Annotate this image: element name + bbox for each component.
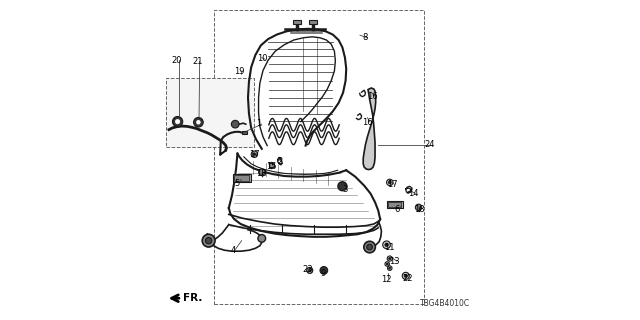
Circle shape	[173, 116, 183, 127]
Circle shape	[404, 274, 407, 277]
Text: 22: 22	[403, 274, 413, 283]
Text: 17: 17	[387, 180, 397, 189]
Circle shape	[388, 257, 391, 260]
Circle shape	[385, 243, 388, 246]
Text: 15: 15	[266, 162, 276, 171]
Circle shape	[387, 179, 393, 186]
Circle shape	[205, 237, 212, 244]
Circle shape	[232, 120, 239, 128]
Circle shape	[258, 235, 266, 242]
Text: 9: 9	[321, 269, 326, 278]
Text: 1: 1	[257, 119, 262, 128]
Text: 24: 24	[424, 140, 435, 149]
Text: 16: 16	[367, 92, 378, 101]
Text: TBG4B4010C: TBG4B4010C	[420, 299, 470, 308]
Circle shape	[367, 244, 372, 250]
Circle shape	[403, 272, 410, 279]
Circle shape	[383, 241, 390, 249]
Circle shape	[253, 153, 256, 156]
Text: 10: 10	[257, 54, 268, 63]
Text: 11: 11	[384, 243, 394, 252]
Text: 12: 12	[381, 275, 391, 284]
Circle shape	[259, 169, 265, 175]
Text: 18: 18	[257, 169, 267, 178]
Text: 3: 3	[342, 185, 348, 194]
Bar	[388, 202, 401, 207]
Text: 6: 6	[394, 205, 399, 214]
Text: 4: 4	[231, 246, 236, 255]
Text: 18: 18	[415, 205, 425, 214]
Bar	[309, 20, 317, 24]
Circle shape	[175, 119, 180, 124]
Text: 5: 5	[235, 179, 240, 188]
Circle shape	[202, 234, 215, 247]
Text: 2: 2	[277, 157, 283, 166]
Circle shape	[388, 181, 391, 184]
Circle shape	[320, 267, 328, 274]
Circle shape	[386, 263, 388, 265]
Text: FR.: FR.	[183, 293, 202, 303]
Bar	[269, 163, 274, 167]
Bar	[293, 20, 301, 24]
Circle shape	[415, 204, 422, 211]
Bar	[233, 174, 251, 182]
Circle shape	[193, 117, 204, 127]
Circle shape	[196, 120, 201, 124]
Circle shape	[307, 268, 312, 273]
Circle shape	[388, 267, 391, 269]
Bar	[242, 131, 248, 134]
Text: 14: 14	[408, 189, 419, 198]
Text: 16: 16	[362, 118, 372, 127]
Text: 13: 13	[390, 257, 400, 266]
Text: 21: 21	[193, 57, 203, 66]
Text: 8: 8	[362, 33, 367, 42]
Bar	[166, 78, 253, 147]
Circle shape	[251, 151, 257, 157]
Text: 23: 23	[303, 265, 313, 274]
Circle shape	[338, 182, 347, 191]
Bar	[234, 175, 250, 181]
Circle shape	[364, 241, 375, 253]
Text: 19: 19	[234, 67, 244, 76]
Text: 20: 20	[172, 56, 182, 65]
Circle shape	[308, 269, 311, 272]
Bar	[387, 201, 403, 208]
Bar	[214, 10, 424, 304]
Polygon shape	[364, 88, 376, 170]
Text: 17: 17	[249, 150, 259, 159]
